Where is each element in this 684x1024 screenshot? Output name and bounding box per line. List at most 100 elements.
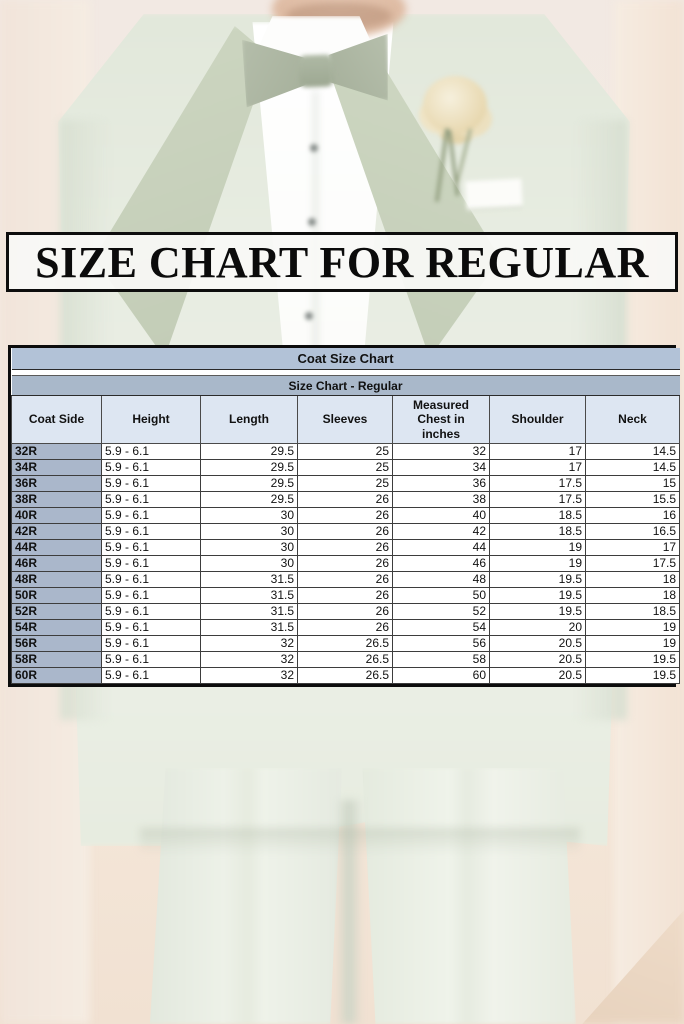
cell-neck: 19 (584, 635, 681, 653)
cell-chest: 50 (392, 587, 490, 605)
cell-length: 30 (200, 507, 298, 525)
bow-tie-right-wing (328, 32, 390, 102)
cell-height: 5.9 - 6.1 (101, 539, 201, 557)
cell-neck: 15.5 (584, 491, 681, 509)
cell-length: 29.5 (200, 491, 298, 509)
table-row: 42R 5.9 - 6.1 30 26 42 18.5 16.5 (11, 523, 681, 541)
cell-neck: 18 (584, 587, 681, 605)
table-subtitle-row: Size Chart - Regular (11, 375, 680, 396)
cell-shoulder: 19 (489, 539, 586, 557)
cell-length: 29.5 (200, 443, 298, 461)
cell-chest: 48 (392, 571, 490, 589)
cell-coat-side: 38R (11, 491, 102, 509)
cell-neck: 18.5 (584, 603, 681, 621)
table-row: 38R 5.9 - 6.1 29.5 26 38 17.5 15.5 (11, 491, 681, 509)
col-header-shoulder: Shoulder (489, 394, 586, 445)
cell-chest: 52 (392, 603, 490, 621)
cell-height: 5.9 - 6.1 (101, 619, 201, 637)
bow-tie (242, 30, 390, 109)
cell-shoulder: 17.5 (489, 491, 586, 509)
table-body: 32R 5.9 - 6.1 29.5 25 32 17 14.5 34R 5.9… (11, 443, 681, 685)
cell-height: 5.9 - 6.1 (101, 459, 201, 477)
cell-coat-side: 44R (11, 539, 102, 557)
size-chart-banner: SIZE CHART FOR REGULAR (6, 232, 678, 292)
cell-chest: 42 (392, 523, 490, 541)
cell-coat-side: 32R (11, 443, 102, 461)
cell-coat-side: 54R (11, 619, 102, 637)
cell-coat-side: 40R (11, 507, 102, 525)
cell-shoulder: 19.5 (489, 571, 586, 589)
cell-coat-side: 56R (11, 635, 102, 653)
cell-length: 31.5 (200, 619, 298, 637)
cell-neck: 14.5 (584, 459, 681, 477)
cell-length: 32 (200, 667, 298, 685)
cell-length: 31.5 (200, 603, 298, 621)
right-trouser-leg (362, 768, 576, 1024)
table-row: 36R 5.9 - 6.1 29.5 25 36 17.5 15 (11, 475, 681, 493)
table-row: 52R 5.9 - 6.1 31.5 26 52 19.5 18.5 (11, 603, 681, 621)
cell-height: 5.9 - 6.1 (101, 603, 201, 621)
cell-shoulder: 20.5 (489, 667, 586, 685)
banner-title: SIZE CHART FOR REGULAR (35, 237, 649, 287)
cell-shoulder: 20.5 (489, 651, 586, 669)
table-title-row: Coat Size Chart (11, 348, 680, 370)
cell-neck: 16.5 (584, 523, 681, 541)
cell-sleeves: 26 (297, 555, 393, 573)
cell-sleeves: 25 (297, 475, 393, 493)
cell-neck: 19.5 (584, 667, 681, 685)
cell-chest: 58 (392, 651, 490, 669)
cell-sleeves: 25 (297, 443, 393, 461)
cell-shoulder: 18.5 (489, 507, 586, 525)
shirt-button (308, 218, 316, 226)
cell-length: 32 (200, 651, 298, 669)
cell-height: 5.9 - 6.1 (101, 571, 201, 589)
cell-length: 32 (200, 635, 298, 653)
col-header-neck: Neck (584, 394, 681, 445)
cell-coat-side: 34R (11, 459, 102, 477)
cell-shoulder: 17 (489, 443, 586, 461)
table-row: 48R 5.9 - 6.1 31.5 26 48 19.5 18 (11, 571, 681, 589)
cell-neck: 18 (584, 571, 681, 589)
cell-neck: 17.5 (584, 555, 681, 573)
cell-neck: 15 (584, 475, 681, 493)
coat-size-table-wrapper: Coat Size Chart Size Chart - Regular Coa… (8, 345, 681, 688)
cell-height: 5.9 - 6.1 (101, 587, 201, 605)
cell-shoulder: 17.5 (489, 475, 586, 493)
cell-height: 5.9 - 6.1 (101, 635, 201, 653)
col-header-sleeves: Sleeves (297, 394, 393, 445)
cell-length: 31.5 (200, 587, 298, 605)
cell-coat-side: 60R (11, 667, 102, 685)
coat-size-table: Coat Size Chart Size Chart - Regular Coa… (11, 348, 681, 685)
cell-length: 30 (200, 539, 298, 557)
pocket-square (465, 178, 523, 212)
cell-height: 5.9 - 6.1 (101, 523, 201, 541)
cell-length: 29.5 (200, 459, 298, 477)
jacket-hem-shadow (140, 828, 580, 854)
cell-neck: 16 (584, 507, 681, 525)
cell-sleeves: 25 (297, 459, 393, 477)
table-row: 32R 5.9 - 6.1 29.5 25 32 17 14.5 (11, 443, 681, 461)
cell-sleeves: 26 (297, 523, 393, 541)
col-header-length: Length (200, 394, 298, 445)
table-row: 46R 5.9 - 6.1 30 26 46 19 17.5 (11, 555, 681, 573)
cell-chest: 44 (392, 539, 490, 557)
cell-shoulder: 19 (489, 555, 586, 573)
cell-length: 30 (200, 523, 298, 541)
cell-height: 5.9 - 6.1 (101, 507, 201, 525)
cell-chest: 60 (392, 667, 490, 685)
cell-sleeves: 26 (297, 571, 393, 589)
cell-chest: 56 (392, 635, 490, 653)
bow-tie-left-wing (242, 37, 306, 107)
table-subtitle: Size Chart - Regular (11, 375, 680, 396)
table-row: 60R 5.9 - 6.1 32 26.5 60 20.5 19.5 (11, 667, 681, 685)
cell-sleeves: 26 (297, 539, 393, 557)
cell-shoulder: 18.5 (489, 523, 586, 541)
cell-chest: 34 (392, 459, 490, 477)
cell-neck: 19.5 (584, 651, 681, 669)
cell-sleeves: 26 (297, 491, 393, 509)
left-trouser-leg (149, 768, 342, 1024)
cell-height: 5.9 - 6.1 (101, 491, 201, 509)
table-row: 58R 5.9 - 6.1 32 26.5 58 20.5 19.5 (11, 651, 681, 669)
cell-coat-side: 48R (11, 571, 102, 589)
